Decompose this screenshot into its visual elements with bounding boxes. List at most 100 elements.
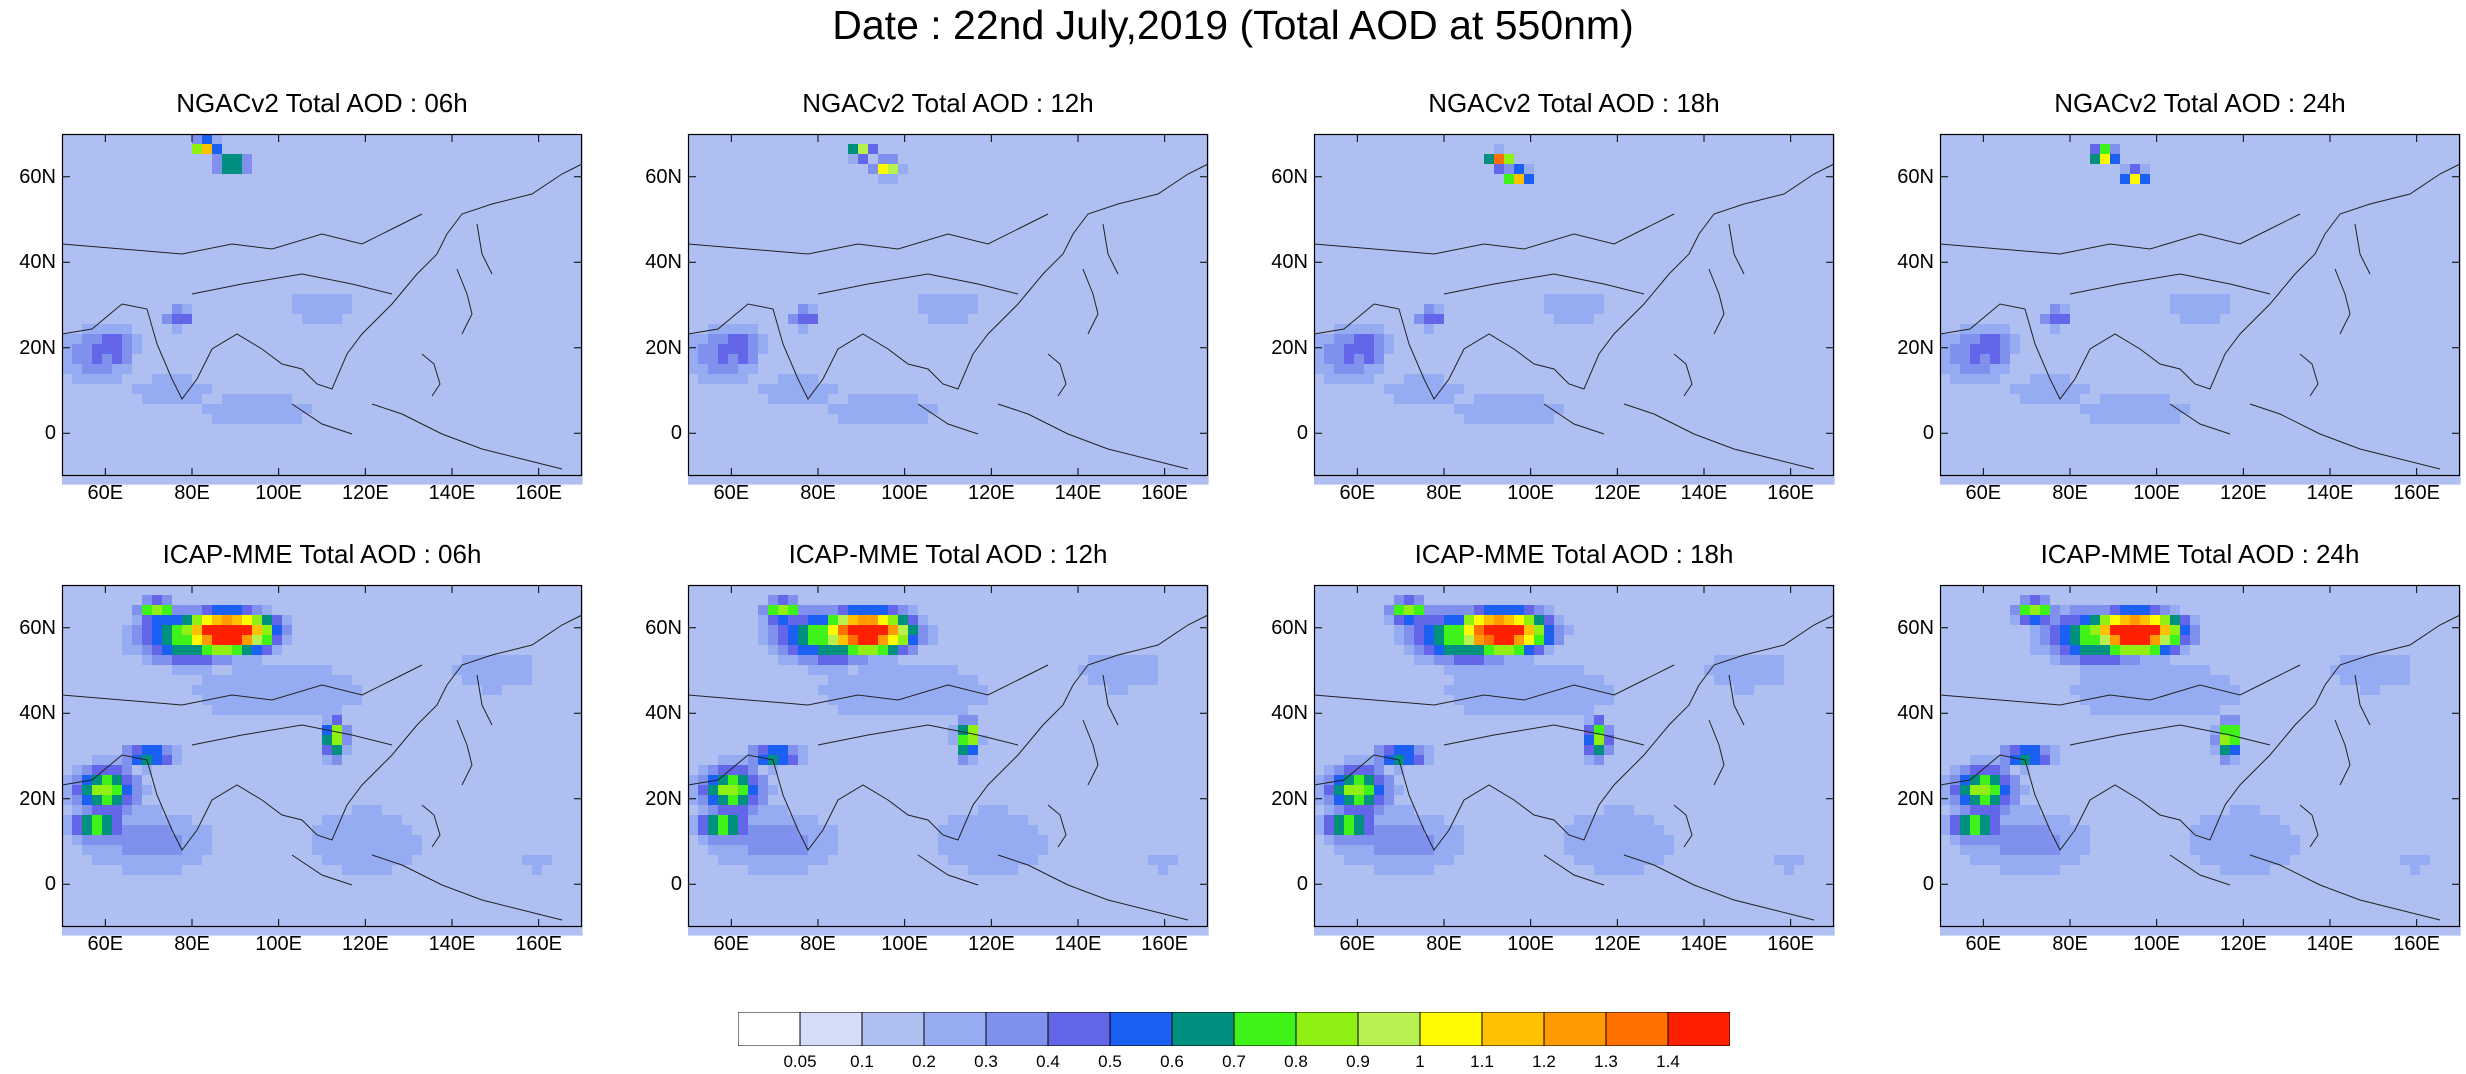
colorbar-label: 0.05 (783, 1052, 816, 1072)
lon-tick-label: 100E (881, 933, 928, 956)
lon-tick-label: 80E (800, 933, 836, 956)
panel-title: NGACv2 Total AOD : 18h (1314, 88, 1834, 119)
lon-tick-label: 120E (1594, 933, 1641, 956)
colorbar-swatch (738, 1012, 800, 1046)
lat-tick-label: 60N (1271, 167, 1308, 187)
lat-tick-label: 0 (45, 423, 56, 443)
lat-tick-label: 0 (45, 874, 56, 894)
lon-tick-label: 160E (1141, 933, 1188, 956)
lon-tick-label: 120E (342, 482, 389, 505)
colorbar-swatch (1358, 1012, 1420, 1046)
panel-title: NGACv2 Total AOD : 06h (62, 88, 582, 119)
colorbar-swatch (1110, 1012, 1172, 1046)
aod-colorbar (738, 1012, 1730, 1046)
lon-tick-label: 120E (1594, 482, 1641, 505)
lat-tick-label: 40N (645, 252, 682, 272)
colorbar-swatch (862, 1012, 924, 1046)
lon-tick-label: 80E (174, 933, 210, 956)
aod-map (1940, 585, 2460, 927)
lat-tick-label: 60N (19, 618, 56, 638)
panel-title: NGACv2 Total AOD : 12h (688, 88, 1208, 119)
colorbar-swatch (924, 1012, 986, 1046)
lat-tick-label: 0 (1923, 423, 1934, 443)
lon-tick-label: 160E (2393, 933, 2440, 956)
lon-tick-label: 100E (255, 933, 302, 956)
lon-tick-label: 100E (2133, 482, 2180, 505)
lat-tick-label: 20N (645, 338, 682, 358)
panel-title: ICAP-MME Total AOD : 24h (1940, 539, 2460, 570)
lon-tick-label: 100E (1507, 933, 1554, 956)
colorbar-label: 1.3 (1594, 1052, 1618, 1072)
lat-tick-label: 60N (1271, 618, 1308, 638)
colorbar-label: 0.5 (1098, 1052, 1122, 1072)
lon-tick-label: 100E (881, 482, 928, 505)
colorbar-label: 0.3 (974, 1052, 998, 1072)
colorbar-label: 1.1 (1470, 1052, 1494, 1072)
lat-tick-label: 40N (645, 703, 682, 723)
lat-tick-label: 60N (19, 167, 56, 187)
lat-tick-label: 20N (645, 789, 682, 809)
lon-tick-label: 60E (714, 933, 750, 956)
colorbar-label: 1.2 (1532, 1052, 1556, 1072)
lon-tick-label: 160E (515, 933, 562, 956)
main-title: Date : 22nd July,2019 (Total AOD at 550n… (0, 2, 2466, 49)
lon-tick-label: 100E (255, 482, 302, 505)
lon-tick-label: 80E (2052, 482, 2088, 505)
lon-tick-label: 140E (2307, 482, 2354, 505)
colorbar-swatch (1482, 1012, 1544, 1046)
colorbar-label: 0.6 (1160, 1052, 1184, 1072)
colorbar-swatch (1420, 1012, 1482, 1046)
lon-tick-label: 140E (1055, 482, 1102, 505)
lon-tick-label: 60E (1340, 933, 1376, 956)
lon-tick-label: 60E (714, 482, 750, 505)
lon-tick-label: 60E (1340, 482, 1376, 505)
lon-tick-label: 160E (2393, 482, 2440, 505)
lon-tick-label: 120E (2220, 482, 2267, 505)
lat-tick-label: 40N (19, 703, 56, 723)
lon-tick-label: 140E (429, 933, 476, 956)
lat-tick-label: 0 (671, 423, 682, 443)
colorbar-swatch (986, 1012, 1048, 1046)
lat-tick-label: 40N (1897, 703, 1934, 723)
lon-axis-labels: 60E 80E 100E 120E 140E 160E (688, 933, 1208, 959)
aod-map (62, 134, 582, 476)
lon-tick-label: 140E (2307, 933, 2354, 956)
lon-tick-label: 140E (429, 482, 476, 505)
lon-tick-label: 60E (88, 482, 124, 505)
lon-tick-label: 120E (968, 933, 1015, 956)
lat-tick-label: 20N (19, 338, 56, 358)
lon-tick-label: 80E (174, 482, 210, 505)
panel-title: ICAP-MME Total AOD : 06h (62, 539, 582, 570)
panel-title: ICAP-MME Total AOD : 12h (688, 539, 1208, 570)
lon-tick-label: 140E (1055, 933, 1102, 956)
lat-tick-label: 40N (1271, 252, 1308, 272)
lat-tick-label: 20N (1897, 338, 1934, 358)
lat-tick-label: 40N (19, 252, 56, 272)
aod-map (62, 585, 582, 927)
colorbar-label: 0.7 (1222, 1052, 1246, 1072)
aod-map (688, 585, 1208, 927)
colorbar-label: 0.4 (1036, 1052, 1060, 1072)
lat-tick-label: 0 (1923, 874, 1934, 894)
lat-tick-label: 20N (19, 789, 56, 809)
lon-tick-label: 120E (2220, 933, 2267, 956)
lat-tick-label: 60N (645, 167, 682, 187)
colorbar-swatch (1048, 1012, 1110, 1046)
lat-tick-label: 0 (1297, 874, 1308, 894)
colorbar-swatch (1544, 1012, 1606, 1046)
lon-tick-label: 160E (1767, 482, 1814, 505)
